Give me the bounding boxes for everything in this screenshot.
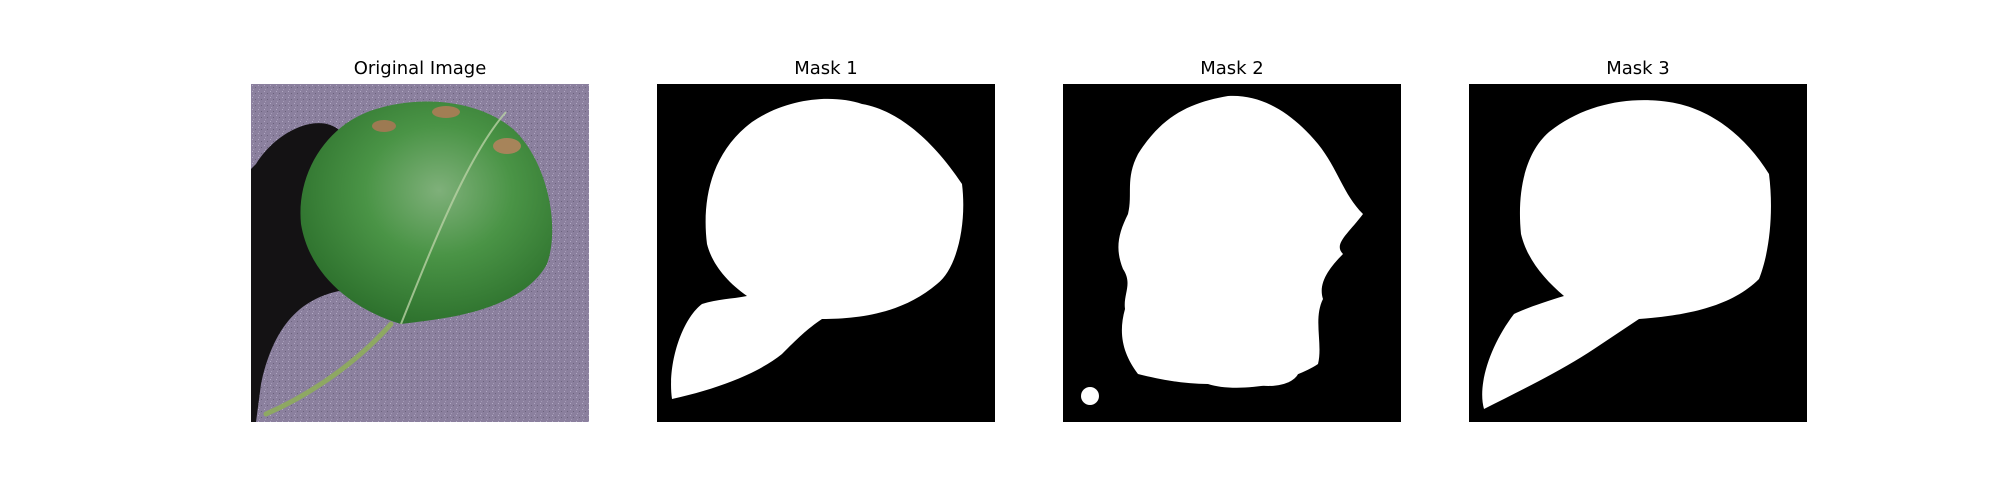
mask-3-title: Mask 3 [1606, 58, 1670, 79]
mask-speckle [1081, 387, 1099, 405]
leaf-spot [432, 106, 460, 118]
mask-3 [1469, 84, 1807, 422]
mask-foreground [1482, 100, 1771, 409]
mask-2 [1063, 84, 1401, 422]
mask-speckle [1253, 369, 1298, 386]
original-image [251, 84, 589, 422]
mask-1-title: Mask 1 [794, 58, 858, 79]
original-image-title: Original Image [353, 58, 487, 79]
leaf [300, 101, 553, 324]
mask-foreground [671, 98, 964, 399]
leaf-spot [372, 120, 396, 132]
mask-1 [657, 84, 995, 422]
leaf-spot [493, 138, 521, 154]
leaf-midrib [400, 111, 507, 325]
mask-foreground [1118, 95, 1363, 388]
mask-2-title: Mask 2 [1200, 58, 1264, 79]
leaf-stem [263, 321, 394, 417]
